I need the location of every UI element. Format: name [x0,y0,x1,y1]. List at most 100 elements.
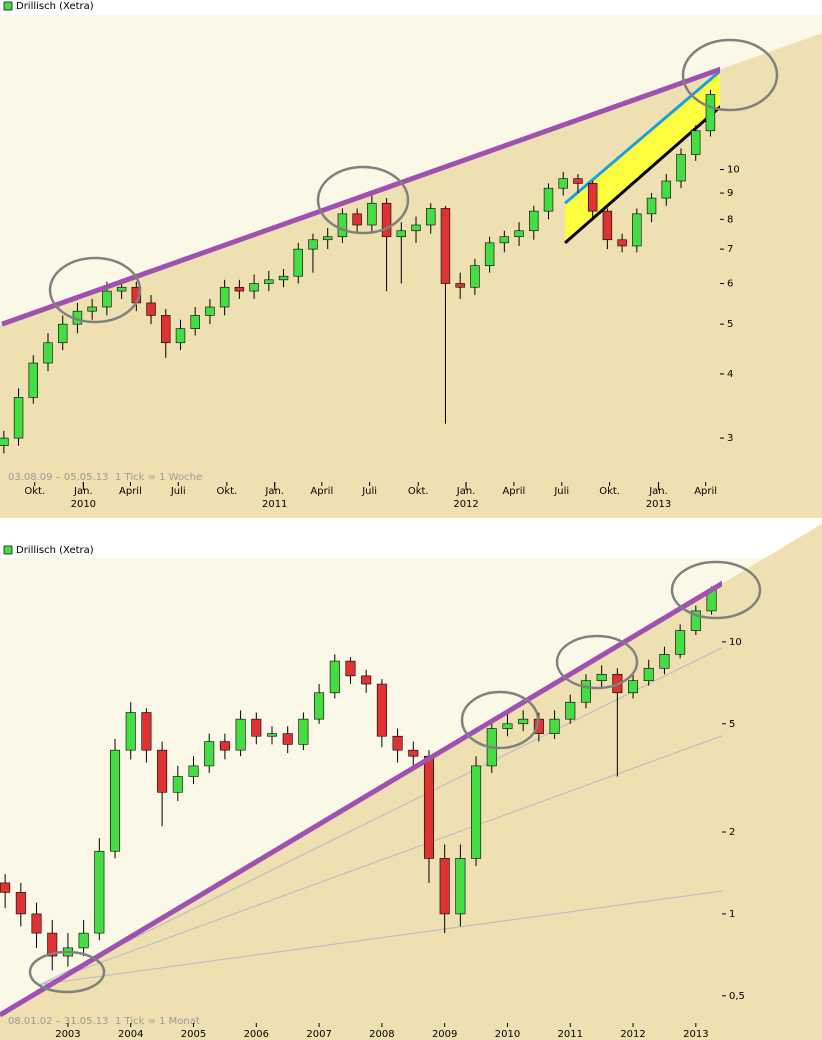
x-tick-label: April [310,486,333,497]
highlight [48,256,142,324]
candle-body [278,275,289,281]
candle-body [408,749,419,757]
candle-body [308,239,318,250]
candle-body [470,265,480,288]
x-tick-label: Jan. [456,486,476,497]
y-tick-label: 7 [727,244,733,255]
lower-background [0,33,822,518]
y-tick-label: 1 [729,909,735,920]
candle-body [204,741,215,767]
candle-body [558,178,568,189]
year-label: 2011 [262,499,287,510]
candle-body [314,692,325,720]
candle-body [125,712,136,751]
candle-body [141,712,152,751]
candle-body [455,858,466,915]
candle-body [632,213,642,247]
trend-line [0,580,722,1018]
candle-body [31,913,42,934]
y-tick-label: 9 [727,188,733,199]
candle-body [659,654,670,669]
x-tick-label: 2005 [181,1029,206,1040]
candle-body [234,286,245,292]
candle-body [146,302,156,316]
x-tick-label: Jan. [648,486,668,497]
channel-lower [564,104,720,244]
candle-body [643,667,654,681]
candle-body [13,397,24,439]
x-tick-label: Jan. [264,486,284,497]
candle-body [161,315,171,344]
x-tick-label: Okt. [599,486,620,497]
candle-body [249,283,259,292]
candle-body [367,202,377,226]
y-tick-label: 10 [729,637,742,648]
candle-body [15,892,26,915]
x-tick-label: Juli [361,486,377,497]
chart-title: Drillisch (Xetra) [16,1,94,12]
x-tick-label: 2010 [495,1029,520,1040]
candle-body [471,765,482,859]
x-tick-label: 2004 [118,1029,143,1040]
x-tick-label: Okt. [216,486,237,497]
candle-body [661,180,671,199]
channel-upper [564,69,720,205]
x-tick-label: 2007 [306,1029,331,1040]
x-tick-label: April [694,486,717,497]
chart-title: Drillisch (Xetra) [16,545,94,556]
x-tick-label: 2006 [244,1029,269,1040]
candle-body [439,858,450,915]
legend-swatch [3,545,13,555]
candle-body [602,210,613,241]
candle-body [381,202,392,238]
candle-body [392,735,403,751]
x-tick-label: April [502,486,525,497]
candle-body [157,749,168,793]
candle-body [361,675,372,685]
candle-body [94,850,105,934]
candle-body [549,718,560,734]
candle-body [345,660,356,677]
x-tick-label: 2008 [369,1029,394,1040]
candle-body [596,674,607,681]
highlight [316,165,410,235]
candle-body [219,286,230,308]
candle-body [587,183,598,212]
y-tick-label: 10 [727,165,740,176]
candle-body [675,630,686,655]
y-tick-label: 2 [729,827,735,838]
candle-body [484,242,495,266]
highlight [670,560,762,620]
candle-body [499,236,510,244]
candle-body [78,932,89,949]
candle-body [411,224,421,232]
period: 08.01.02 – 31.05.13 [8,1016,108,1027]
y-tick-label: 5 [729,719,735,730]
candle-body [518,718,529,725]
candle-body [235,718,246,751]
candle-body [337,213,348,238]
candle-body [293,248,303,277]
candle-body [87,306,97,312]
candle-body [219,741,230,751]
legend-swatch [3,1,13,11]
candle-body [110,749,121,852]
candle-body [565,701,576,720]
candle-body [529,210,539,232]
candle-body [47,932,58,957]
candle-body [676,154,686,182]
candle-body [188,765,199,777]
candle-body [628,680,639,694]
candle-body [502,723,513,729]
highlight [555,634,639,690]
candle-body [251,718,262,737]
candle-body [329,660,340,694]
candle-body [580,680,591,703]
candle-body [28,362,38,398]
highlight [460,690,540,750]
candle-body [282,733,293,745]
y-tick-label: 0,5 [729,991,745,1002]
x-tick-label: Jan. [73,486,93,497]
candle-body [58,323,68,344]
candle-body [266,733,278,737]
